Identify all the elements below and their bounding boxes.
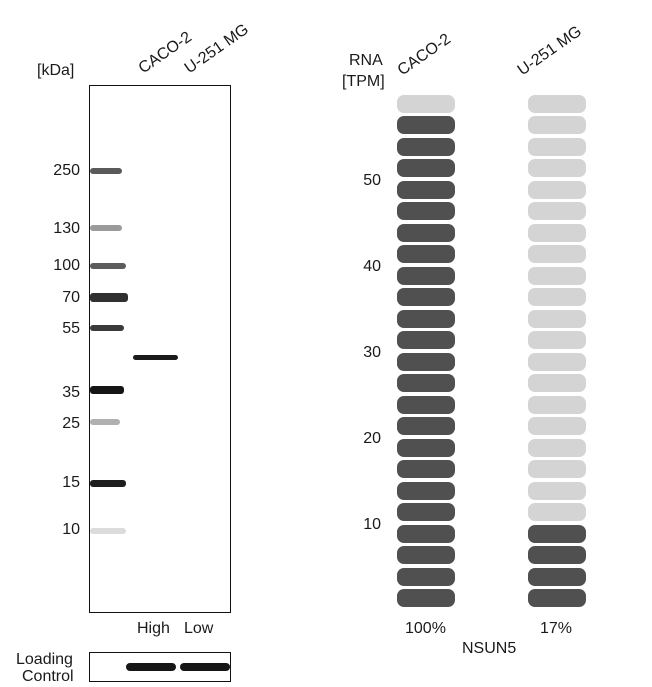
- rna-bar-segment: [528, 589, 586, 607]
- rna-bar-segment: [397, 159, 455, 177]
- rna-bar-segment: [528, 503, 586, 521]
- rna-bar-segment: [397, 116, 455, 134]
- caco2-sample-band: [133, 355, 178, 360]
- rna-bar-segment: [528, 223, 586, 242]
- marker-label: 35: [62, 384, 80, 401]
- rna-bar-segment: [397, 137, 455, 156]
- ladder-band: [90, 225, 122, 231]
- percentage-caco2: 100%: [405, 620, 446, 637]
- rna-bar-segment: [397, 288, 455, 306]
- rna-bar-segment: [397, 266, 455, 285]
- rna-bar-segment: [397, 245, 455, 263]
- marker-label: 130: [53, 220, 80, 237]
- rna-bar-segment: [397, 524, 455, 543]
- rna-bar-segment: [528, 180, 586, 199]
- percentage-u251mg: 17%: [540, 620, 573, 637]
- rna-bar-segment: [528, 202, 586, 220]
- loading-control-blot: [89, 652, 231, 682]
- expression-label-low: Low: [184, 620, 214, 637]
- rna-bar-segment: [397, 309, 455, 328]
- y-tick-label: 40: [363, 258, 381, 275]
- rna-bar-segment: [397, 417, 455, 435]
- rna-bar-segment: [528, 137, 586, 156]
- rna-bar-segment: [528, 352, 586, 371]
- y-tick-label: 50: [363, 172, 381, 189]
- rna-bar-segment: [397, 374, 455, 392]
- rna-bar-segment: [397, 589, 455, 607]
- marker-label: 10: [62, 521, 80, 538]
- rna-column-label-u251mg: U-251 MG: [514, 22, 585, 80]
- rna-bar-segment: [397, 503, 455, 521]
- rna-bar-segment: [397, 460, 455, 478]
- rna-bar-segment: [528, 567, 586, 586]
- marker-label: 70: [62, 289, 80, 306]
- rna-bar-segment: [528, 245, 586, 263]
- rna-bar-segment: [397, 546, 455, 564]
- rna-bar-segment: [528, 288, 586, 306]
- rna-bar-segment: [528, 524, 586, 543]
- rna-bar-segment: [397, 395, 455, 414]
- western-blot-image: [89, 85, 231, 613]
- rna-bar-segment: [528, 116, 586, 134]
- expression-label-high: High: [137, 620, 170, 637]
- rna-bar-segment: [397, 567, 455, 586]
- marker-label: 55: [62, 320, 80, 337]
- rna-bar-segment: [528, 94, 586, 113]
- marker-label: 100: [53, 257, 80, 274]
- rna-bar-segment: [528, 309, 586, 328]
- rna-bar-segment: [397, 202, 455, 220]
- rna-bar-segment: [528, 481, 586, 500]
- rna-bar-segment: [397, 331, 455, 349]
- rna-column-label-caco2: CACO-2: [394, 30, 454, 80]
- gene-name: NSUN5: [462, 640, 517, 657]
- ladder-band: [90, 386, 124, 394]
- ladder-band: [90, 480, 126, 487]
- kda-unit-label: [kDa]: [37, 62, 75, 79]
- ladder-band: [90, 293, 128, 302]
- ladder-band: [90, 419, 120, 425]
- rna-bar-segment: [397, 180, 455, 199]
- y-tick-label: 20: [363, 430, 381, 447]
- rna-axis-label-line1: RNA: [349, 52, 383, 69]
- ladder-band: [90, 325, 124, 331]
- loading-control-label-line1: Loading: [16, 651, 73, 668]
- marker-label: 25: [62, 415, 80, 432]
- y-tick-label: 30: [363, 344, 381, 361]
- rna-bar-segment: [528, 159, 586, 177]
- loading-control-band: [180, 663, 230, 671]
- rna-bar-segment: [397, 481, 455, 500]
- rna-bar-segment: [528, 460, 586, 478]
- ladder-band: [90, 263, 126, 269]
- lane-label-u251mg: U-251 MG: [181, 20, 252, 78]
- rna-bar-segment: [528, 331, 586, 349]
- marker-label: 15: [62, 474, 80, 491]
- loading-control-label-line2: Control: [22, 668, 74, 685]
- ladder-band: [90, 528, 126, 534]
- loading-control-band: [126, 663, 176, 671]
- y-tick-label: 10: [363, 516, 381, 533]
- rna-bar-segment: [528, 266, 586, 285]
- rna-bar-segment: [528, 395, 586, 414]
- rna-axis-label-line2: [TPM]: [342, 73, 385, 90]
- rna-bar-segment: [397, 438, 455, 457]
- rna-bar-segment: [528, 417, 586, 435]
- rna-bar-segment: [528, 374, 586, 392]
- marker-label: 250: [53, 162, 80, 179]
- rna-bar-segment: [397, 352, 455, 371]
- ladder-band: [90, 168, 122, 174]
- rna-bar-segment: [528, 438, 586, 457]
- rna-bar-segment: [397, 223, 455, 242]
- rna-bar-segment: [397, 94, 455, 113]
- rna-bar-segment: [528, 546, 586, 564]
